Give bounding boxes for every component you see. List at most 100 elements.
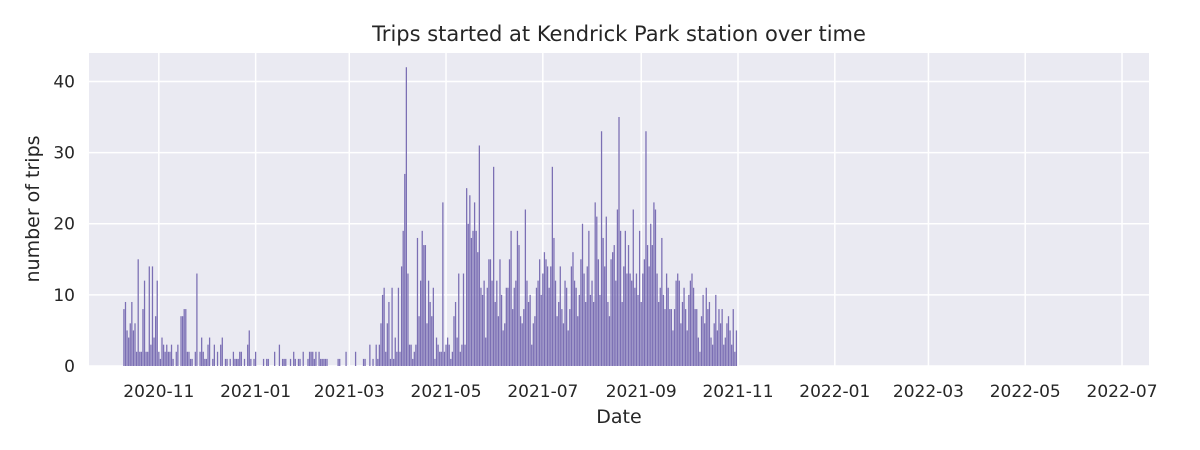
y-axis: 0 10 20 30 40 <box>53 72 75 377</box>
x-tick-label: 2022-07 <box>1087 382 1158 402</box>
bar <box>658 301 660 366</box>
bar <box>426 323 428 366</box>
y-tick-label: 30 <box>53 144 75 164</box>
bar <box>619 230 622 366</box>
bar <box>172 358 174 366</box>
bar <box>527 301 530 366</box>
bar <box>724 337 726 366</box>
bar <box>621 301 623 366</box>
bar <box>629 273 631 366</box>
bar <box>645 131 647 366</box>
bar <box>575 287 577 366</box>
bar <box>239 351 241 366</box>
bar <box>604 266 606 366</box>
bar <box>202 351 204 366</box>
bar <box>656 273 658 366</box>
bar <box>569 309 571 366</box>
bar <box>469 195 471 366</box>
bar <box>670 309 672 366</box>
bar <box>535 287 538 366</box>
bar <box>529 294 531 366</box>
bar <box>442 202 444 366</box>
bar <box>696 309 698 366</box>
bar <box>548 287 550 366</box>
bar <box>607 301 609 366</box>
bar <box>637 294 639 366</box>
bar <box>523 309 525 366</box>
bar <box>694 309 696 366</box>
bar <box>312 351 314 366</box>
bar <box>391 287 393 366</box>
bar <box>396 351 398 366</box>
bar <box>435 337 438 366</box>
bar <box>566 287 568 366</box>
bar <box>537 280 539 366</box>
bar <box>132 330 135 366</box>
bar <box>648 266 650 366</box>
bar <box>692 287 695 366</box>
bar <box>478 145 480 366</box>
bar <box>310 351 312 366</box>
bar <box>572 252 574 366</box>
bar <box>453 316 455 366</box>
bar <box>126 330 128 366</box>
bar <box>207 344 209 366</box>
bar <box>181 316 184 366</box>
bar <box>451 351 454 366</box>
bar <box>234 358 236 366</box>
bar <box>532 323 534 366</box>
bar <box>123 309 125 366</box>
bar <box>380 323 382 366</box>
bar <box>421 230 423 366</box>
bar <box>454 301 457 366</box>
bar <box>481 294 484 366</box>
bar <box>145 351 147 366</box>
bar <box>293 351 295 366</box>
bar <box>285 358 287 366</box>
bar <box>605 216 607 366</box>
bar <box>665 273 668 366</box>
bar <box>400 266 403 366</box>
bar <box>673 309 676 366</box>
bar <box>221 337 223 366</box>
bar <box>716 330 719 366</box>
bar <box>735 330 738 366</box>
bar <box>640 301 642 366</box>
bar <box>653 202 655 366</box>
bar <box>159 358 162 366</box>
bar <box>386 323 388 366</box>
bar <box>480 287 482 366</box>
bar <box>189 358 192 366</box>
bar <box>204 358 206 366</box>
bar <box>483 280 485 366</box>
bar <box>526 280 528 366</box>
bar <box>646 245 649 366</box>
bar <box>412 358 414 366</box>
bar <box>237 358 239 366</box>
bar <box>226 358 228 366</box>
bar <box>424 245 427 366</box>
bar <box>554 280 557 366</box>
bar <box>196 273 198 366</box>
bar <box>618 117 620 367</box>
bar <box>129 323 131 366</box>
bar <box>418 316 420 366</box>
bar <box>632 209 634 366</box>
bar <box>580 259 582 366</box>
bar <box>558 301 560 366</box>
bar <box>543 252 546 366</box>
bar <box>475 230 477 366</box>
bar <box>510 230 512 366</box>
bar <box>372 358 374 366</box>
bar <box>150 344 152 366</box>
bar <box>407 273 409 366</box>
x-tick-label: 2021-07 <box>507 382 578 402</box>
bar <box>596 216 598 366</box>
bar <box>599 294 601 366</box>
bar <box>205 358 208 366</box>
bar <box>731 344 733 366</box>
bar <box>134 323 136 366</box>
bar <box>600 131 603 366</box>
bar <box>718 309 720 366</box>
bar <box>489 259 492 366</box>
